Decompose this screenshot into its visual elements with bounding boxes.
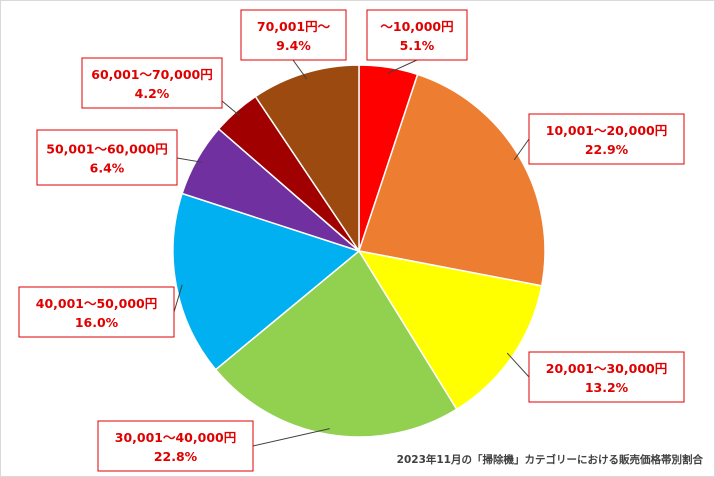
data-label-category: 60,001～70,000円 [91, 67, 212, 82]
data-label-box [366, 9, 468, 61]
data-label-category: 10,001～20,000円 [546, 123, 667, 138]
leader-line [221, 100, 241, 117]
leader-line [292, 59, 308, 80]
leader-line [506, 352, 530, 378]
slices-layer [172, 64, 546, 438]
pie-slice [172, 192, 361, 371]
data-label-percent: 5.1% [400, 38, 435, 53]
data-label-percent: 13.2% [585, 380, 629, 395]
data-label-box [18, 286, 175, 338]
leader-lines-layer [173, 59, 530, 447]
data-label-category: 20,001～30,000円 [546, 361, 667, 376]
data-label-percent: 9.4% [276, 38, 311, 53]
data-label-box [81, 57, 223, 109]
pie-slice [254, 64, 360, 254]
data-labels-layer: ～10,000円 5.1% 10,001～20,000円 22.9% 20,001～30… [18, 9, 685, 472]
data-label-percent: 22.8% [154, 449, 198, 464]
data-label: 40,001～50,000円 16.0% [18, 286, 175, 338]
data-label-box [528, 113, 685, 165]
data-label-category: ～10,000円 [380, 19, 453, 34]
pie-slice [357, 249, 543, 411]
data-label-category: 70,001円～ [257, 19, 331, 34]
leader-line [387, 59, 418, 74]
data-label-percent: 6.4% [90, 161, 125, 176]
data-label-box [97, 420, 254, 472]
data-label-box [528, 351, 685, 403]
pie-slice [214, 249, 458, 438]
data-label-percent: 22.9% [585, 142, 629, 157]
chart-caption: 2023年11月の「掃除機」カテゴリーにおける販売価格帯別割合 [397, 453, 704, 466]
data-label: 60,001～70,000円 4.2% [81, 57, 223, 109]
leader-line [176, 157, 203, 163]
data-label-percent: 16.0% [75, 315, 119, 330]
pie-slice [358, 73, 546, 287]
data-label-category: 30,001～40,000円 [115, 430, 236, 445]
data-label: 30,001～40,000円 22.8% [97, 420, 254, 472]
data-label: ～10,000円 5.1% [366, 9, 468, 61]
data-label-box [36, 129, 178, 186]
leader-line [173, 284, 183, 313]
leader-line [513, 138, 530, 161]
data-label-box [240, 9, 347, 61]
data-label: 70,001円～ 9.4% [240, 9, 347, 61]
data-label: 50,001～60,000円 6.4% [36, 129, 178, 186]
data-label: 20,001～30,000円 13.2% [528, 351, 685, 403]
data-label-category: 40,001～50,000円 [36, 296, 157, 311]
data-label-percent: 4.2% [135, 86, 170, 101]
data-label: 10,001～20,000円 22.9% [528, 113, 685, 165]
data-label-category: 50,001～60,000円 [46, 142, 167, 157]
leader-line [252, 428, 330, 447]
